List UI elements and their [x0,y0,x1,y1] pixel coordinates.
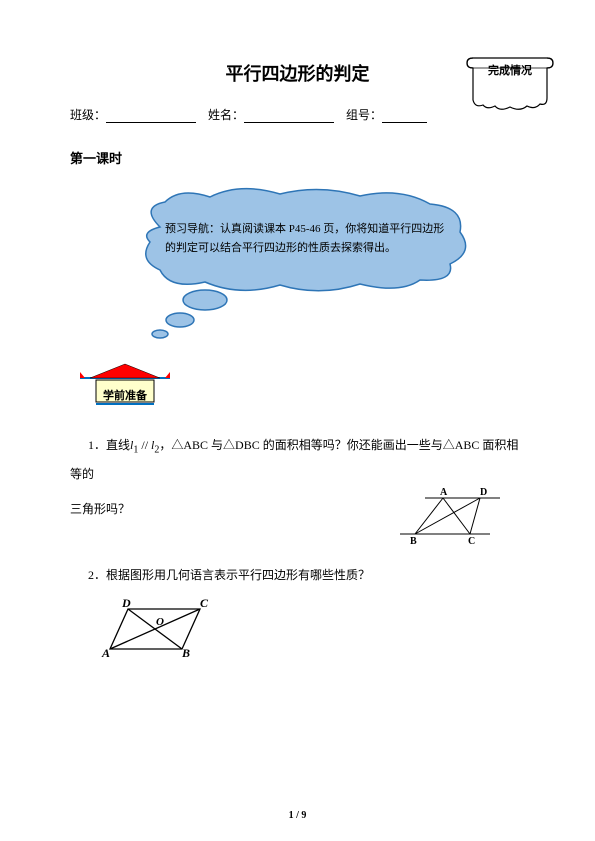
group-blank [382,109,427,123]
q2-diagram-svg: D C A B O [100,597,230,662]
q1-line2-text: 三角形吗？ [70,502,130,516]
q2-label-b: B [181,646,190,660]
q2-diagram: D C A B O [100,597,525,666]
q1-label-c: C [468,536,475,546]
cloud-icon [110,182,490,342]
q1-label-d: D [480,487,487,498]
q2-label-o: O [156,616,164,628]
prep-box: 学前准备 [80,362,170,412]
q1-prefix: 1．直线 [88,438,130,452]
cloud-callout: 预习导航：认真阅读课本 P45-46 页，你将知道平行四边形的判定可以结合平行四… [110,182,490,342]
scroll-label: 完成情况 [465,62,555,78]
q2-label-c: C [200,597,209,610]
page-number: 1 / 9 [0,810,595,821]
q2-label-a: A [101,646,110,660]
group-label: 组号： [346,108,382,122]
scroll-icon [465,50,555,115]
class-blank [106,109,196,123]
name-label: 姓名： [208,108,244,122]
scroll-badge: 完成情况 [465,50,555,115]
question-1: 1．直线l1 // l2，△ABC 与△DBC 的面积相等吗？你还能画出一些与△… [70,432,525,488]
q1-label-a: A [440,487,448,498]
page-title: 平行四边形的判定 [150,60,445,86]
question-2-block: 2．根据图形用几何语言表示平行四边形有哪些性质？ D C A B O [70,562,525,665]
title-row: 平行四边形的判定 完成情况 [70,60,525,86]
cloud-text: 预习导航：认真阅读课本 P45-46 页，你将知道平行四边形的判定可以结合平行四… [165,220,445,257]
q1-label-b: B [410,536,417,546]
class-label: 班级： [70,108,106,122]
name-blank [244,109,334,123]
q1-diagram: A D B C [395,486,505,555]
section-heading: 第一课时 [70,148,525,167]
info-line: 班级： 姓名： 组号： [70,106,525,123]
question-1-line2: 三角形吗？ A D B C [70,496,525,522]
question-2: 2．根据图形用几何语言表示平行四边形有哪些性质？ [70,562,525,588]
q2-label-d: D [121,597,131,610]
q1-par: // [138,438,151,452]
prep-label: 学前准备 [80,387,170,403]
q1-diagram-svg: A D B C [395,486,505,546]
